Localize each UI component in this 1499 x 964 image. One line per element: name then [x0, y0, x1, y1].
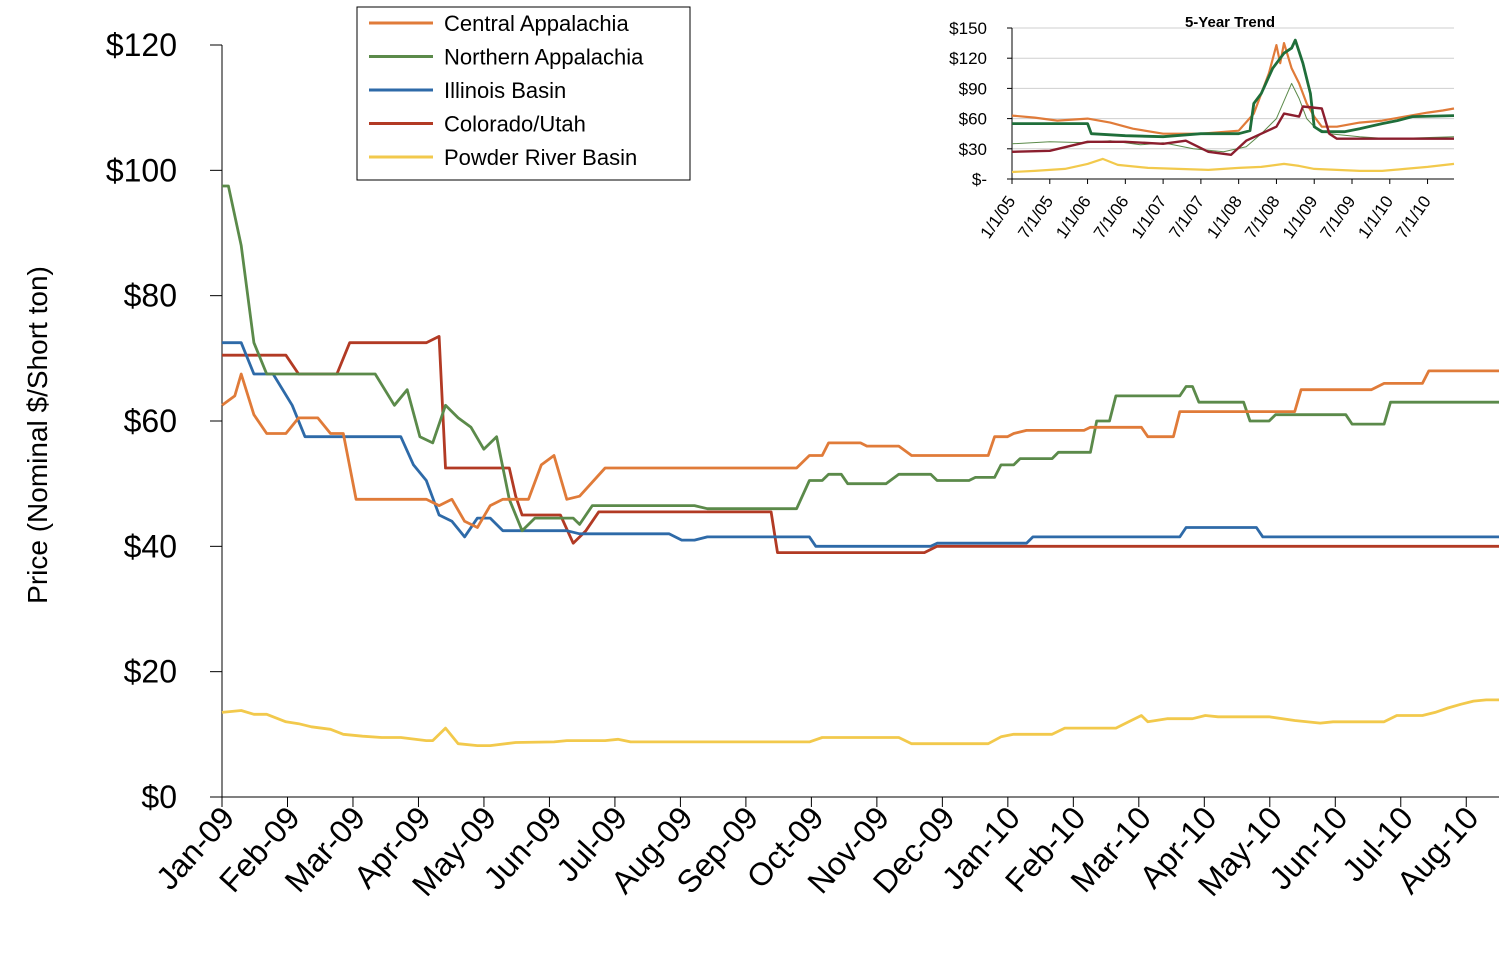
legend-box — [356, 6, 691, 181]
legend-label-colorado-utah: Colorado/Utah — [444, 112, 586, 137]
y-tick-label: $80 — [124, 278, 177, 314]
y-tick-label: $40 — [124, 528, 177, 564]
y-tick-label: $20 — [124, 654, 177, 690]
legend-label-northern-appalachia: Northern Appalachia — [444, 45, 644, 70]
inset-chart: 5-Year Trend $-$30$60$90$120$1501/1/057/… — [905, 5, 1499, 293]
y-axis-label: Price (Nominal $/Short ton) — [22, 266, 53, 604]
legend-label-central-appalachia: Central Appalachia — [444, 11, 629, 36]
y-tick-label: $0 — [141, 779, 177, 815]
y-tick-label: $60 — [124, 403, 177, 439]
inset-series-line-northern-appalachia — [1012, 38, 1455, 139]
inset-series-line-powder-river-basin — [1011, 157, 1455, 174]
legend: Central Appalachia Northern Appalachia Ill… — [356, 6, 691, 181]
legend-label-illinois-basin: Illinois Basin — [444, 78, 566, 103]
inset-series-line-central-appalachia — [1011, 42, 1455, 135]
series-line-northern-appalachia — [222, 184, 1499, 533]
series-line-powder-river-basin — [221, 698, 1499, 747]
legend-label-powder-river-basin: Powder River Basin — [444, 145, 637, 170]
series-line-illinois-basin — [222, 341, 1499, 548]
series-line-central-appalachia — [221, 369, 1499, 529]
inset-series-line-colorado-utah — [1011, 105, 1454, 156]
y-tick-label: $120 — [106, 27, 177, 63]
inset-y-tick-label: $90 — [959, 79, 987, 98]
inset-y-tick-label: $60 — [959, 110, 987, 129]
inset-y-tick-label: $120 — [949, 49, 987, 68]
y-tick-label: $100 — [106, 152, 177, 188]
inset-y-tick-label: $150 — [949, 19, 987, 38]
series-line-colorado-utah — [222, 335, 1499, 554]
inset-title: 5-Year Trend — [1185, 14, 1275, 31]
inset-y-tick-label: $30 — [959, 140, 987, 159]
inset-y-tick-label: $- — [972, 170, 987, 189]
